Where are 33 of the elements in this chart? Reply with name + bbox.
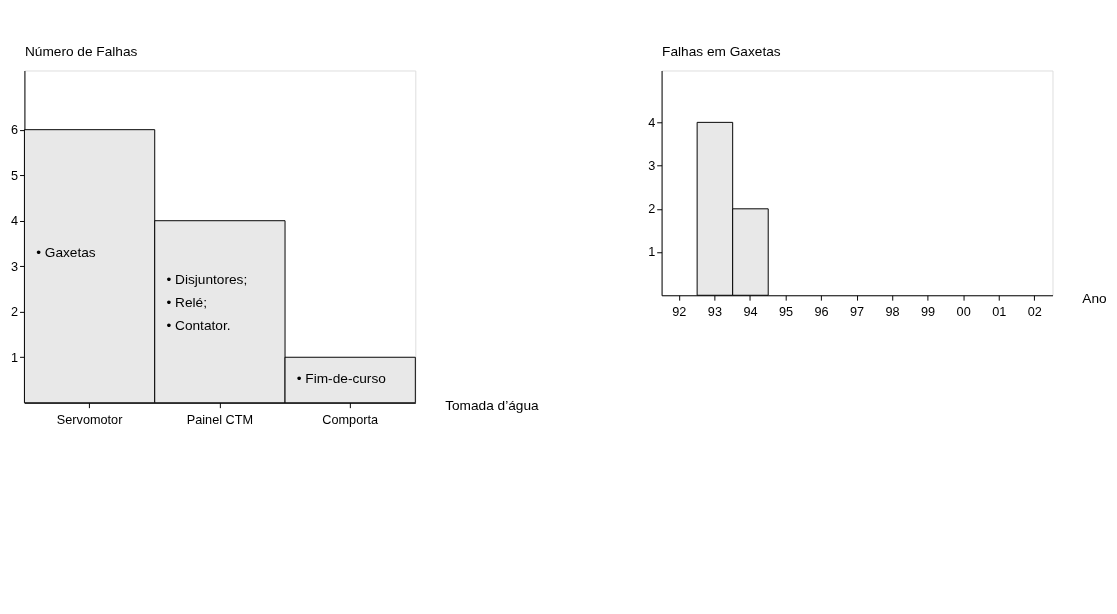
x-tick-label: 00 (956, 305, 971, 320)
x-tick-label: 97 (849, 305, 865, 320)
y-tick-label: 5 (11, 168, 19, 183)
x-tick-label: 98 (885, 305, 900, 320)
annotation: • Disjuntores; (166, 271, 248, 287)
x-tick-label: 93 (707, 305, 722, 320)
x-tick-label: 94 (743, 305, 758, 320)
x-tick-label: 96 (814, 305, 829, 320)
x-tick-label: Servomotor (56, 412, 124, 427)
x-tick-label: 95 (778, 305, 794, 320)
annotation: • Contator. (166, 318, 231, 334)
y-tick-label: 2 (11, 305, 19, 320)
annotation: • Relé; (166, 295, 207, 310)
y-tick-label: 6 (11, 123, 19, 138)
x-axis-title: Tomada d’água (445, 398, 540, 414)
y-tick-label: 3 (11, 259, 19, 274)
y-tick-label: 1 (11, 350, 19, 365)
x-tick-label: 02 (1027, 305, 1042, 320)
annotation: • Gaxetas (36, 245, 96, 261)
y-tick-label: 4 (11, 214, 19, 229)
x-tick-label: 01 (992, 305, 1007, 320)
annotation: • Fim-de-curso (296, 371, 387, 387)
y-axis-title: Número de Falhas (24, 44, 138, 60)
x-tick-label: Painel CTM (186, 412, 254, 427)
x-tick-label: Comporta (322, 412, 379, 427)
y-tick-label: 3 (648, 158, 656, 173)
x-axis-title: Ano (1082, 290, 1108, 306)
x-tick-label: 92 (672, 305, 687, 320)
y-tick-label: 2 (648, 202, 656, 217)
y-tick-label: 4 (648, 115, 656, 130)
x-tick-label: 99 (921, 305, 936, 320)
y-tick-label: 1 (648, 245, 656, 260)
y-axis-title: Falhas em Gaxetas (662, 44, 781, 60)
